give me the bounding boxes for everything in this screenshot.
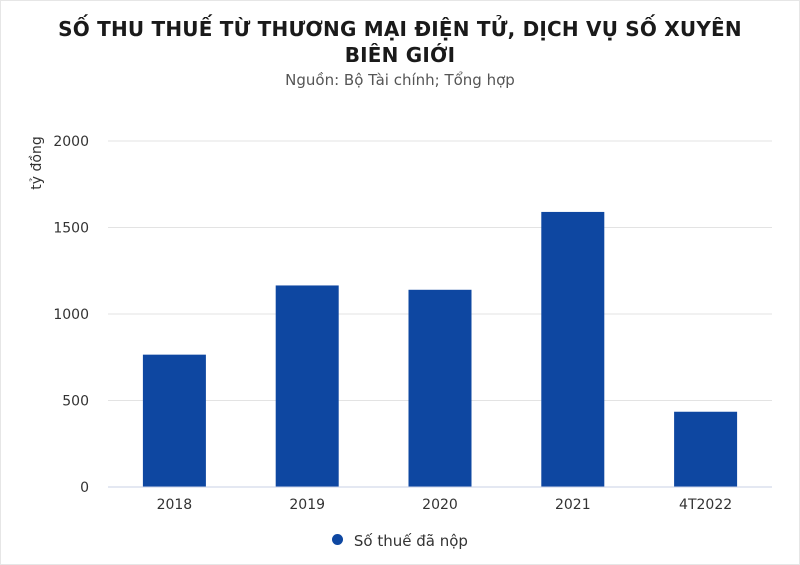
bar[interactable] — [541, 211, 605, 487]
x-tick-label: 2019 — [289, 497, 325, 513]
y-tick-label: 1000 — [53, 307, 89, 323]
x-tick-label: 2018 — [157, 497, 193, 513]
legend-marker — [332, 534, 344, 545]
bars — [142, 211, 738, 487]
bar[interactable] — [275, 285, 339, 487]
y-tick-label: 0 — [80, 480, 89, 496]
chart-title: SỐ THU THUẾ TỪ THƯƠNG MẠI ĐIỆN TỬ, DỊCH … — [0, 16, 800, 68]
x-axis-ticks: 2018 2019 2020 2021 4T2022 — [157, 497, 733, 513]
legend-label: Số thuế đã nộp — [353, 532, 468, 550]
x-tick-label: 4T2022 — [679, 497, 732, 513]
chart-title-line-2: BIÊN GIỚI — [344, 43, 456, 67]
bar[interactable] — [674, 411, 738, 487]
legend[interactable]: Số thuế đã nộp — [0, 532, 800, 550]
x-tick-label: 2021 — [555, 497, 591, 513]
bar[interactable] — [142, 354, 206, 487]
chart-title-line-1: SỐ THU THUẾ TỪ THƯƠNG MẠI ĐIỆN TỬ, DỊCH … — [58, 17, 742, 41]
gridlines — [108, 140, 772, 401]
bar[interactable] — [408, 289, 472, 487]
y-tick-label: 2000 — [53, 134, 89, 150]
x-tick-label: 2020 — [422, 497, 458, 513]
y-tick-label: 1500 — [53, 221, 89, 237]
y-axis-label: tỷ đồng — [28, 136, 45, 189]
chart-subtitle: Nguồn: Bộ Tài chính; Tổng hợp — [285, 71, 515, 89]
y-tick-label: 500 — [62, 394, 89, 410]
y-axis-ticks: 0 500 1000 1500 2000 — [53, 134, 89, 496]
